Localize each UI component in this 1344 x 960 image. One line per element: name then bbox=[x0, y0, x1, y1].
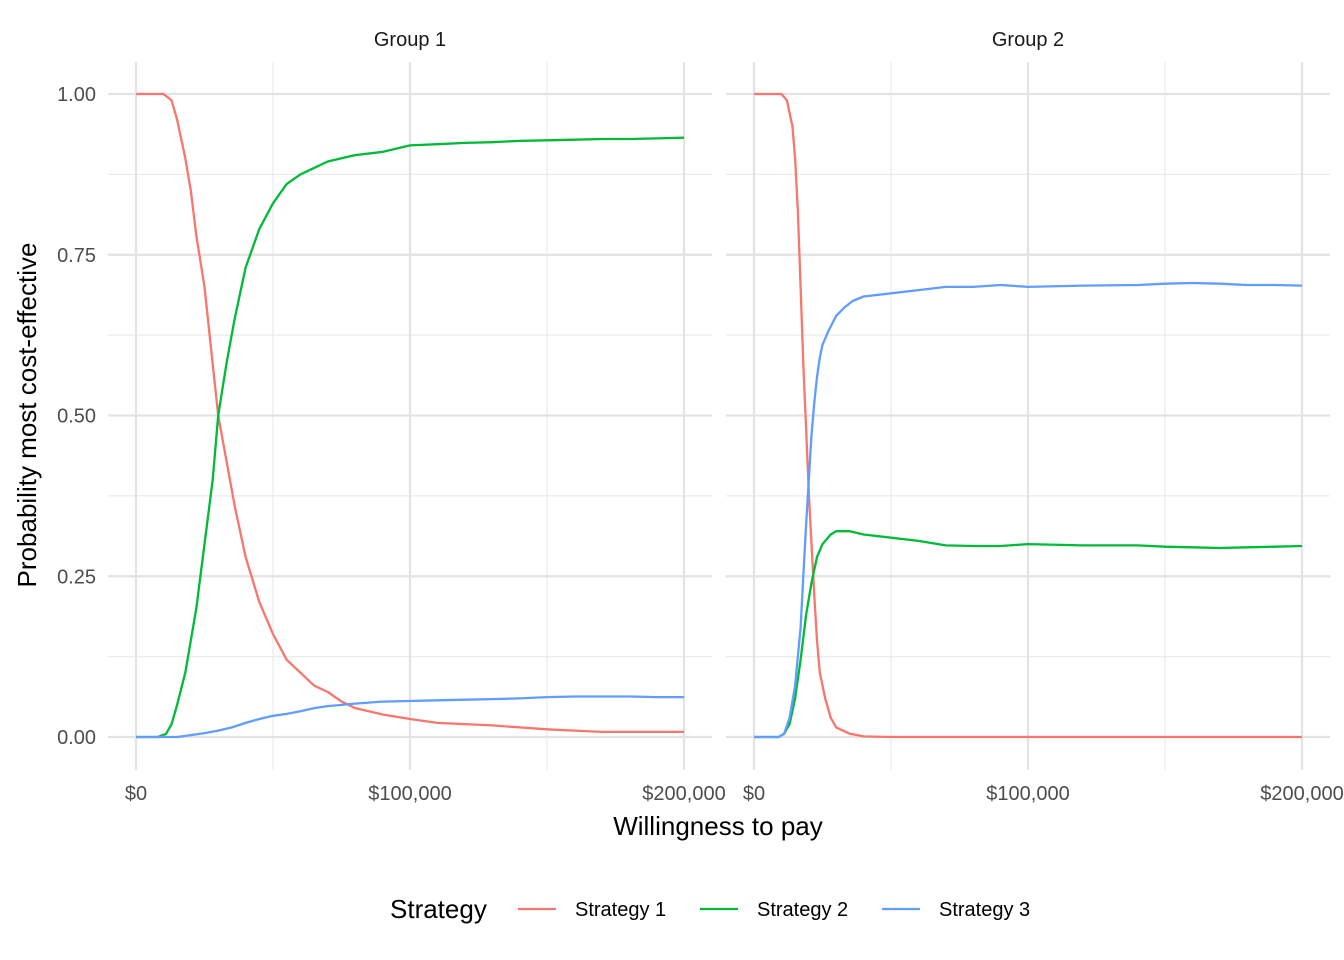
x-tick-label: $100,000 bbox=[986, 783, 1069, 805]
y-tick-label: 0.75 bbox=[57, 245, 96, 267]
facet-panels: Group 1 $0 $100,000 $200,000 0.00 0.25 0.50 0.7… bbox=[57, 29, 1344, 805]
panel-title: Group 2 bbox=[992, 29, 1064, 51]
x-tick-label: $200,000 bbox=[1260, 783, 1343, 805]
legend-label: Strategy 2 bbox=[757, 899, 848, 921]
panel-title: Group 1 bbox=[374, 29, 446, 51]
legend-label: Strategy 3 bbox=[939, 899, 1030, 921]
legend-title: Strategy bbox=[390, 894, 487, 924]
series-line-strategy-1 bbox=[754, 92, 1302, 739]
series-line-strategy-2 bbox=[136, 136, 685, 739]
x-tick-label: $200,000 bbox=[642, 783, 725, 805]
y-tick-label: 0.00 bbox=[57, 727, 96, 749]
panel-2: Group 2 $0 $100,000 $200,000 bbox=[726, 29, 1344, 805]
y-tick-label: 1.00 bbox=[57, 84, 96, 106]
series-line-strategy-3 bbox=[754, 281, 1303, 739]
x-axis-title: Willingness to pay bbox=[613, 811, 823, 841]
legend-label: Strategy 1 bbox=[575, 899, 666, 921]
series-line-strategy-2 bbox=[754, 530, 1303, 739]
x-tick-label: $0 bbox=[743, 783, 765, 805]
y-tick-label: 0.50 bbox=[57, 406, 96, 428]
series-line-strategy-3 bbox=[136, 695, 684, 739]
y-tick-label: 0.25 bbox=[57, 566, 96, 588]
panel-1: Group 1 $0 $100,000 $200,000 0.00 0.25 0.50 0.7… bbox=[57, 29, 726, 805]
series-line-strategy-1 bbox=[136, 92, 684, 734]
x-tick-label: $0 bbox=[125, 783, 147, 805]
y-axis-title: Probability most cost-effective bbox=[12, 243, 42, 588]
x-tick-label: $100,000 bbox=[368, 783, 451, 805]
legend: Strategy Strategy 1 Strategy 2 Strategy 3 bbox=[390, 894, 1030, 924]
